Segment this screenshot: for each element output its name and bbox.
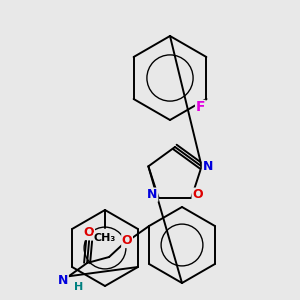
Text: O: O [122, 235, 132, 248]
Text: O: O [192, 188, 203, 201]
Text: N: N [202, 160, 213, 173]
Text: F: F [196, 100, 205, 115]
Text: H: H [74, 282, 84, 292]
Text: O: O [84, 226, 94, 239]
Text: N: N [58, 274, 68, 287]
Text: CH₃: CH₃ [94, 233, 116, 243]
Text: N: N [147, 188, 158, 201]
